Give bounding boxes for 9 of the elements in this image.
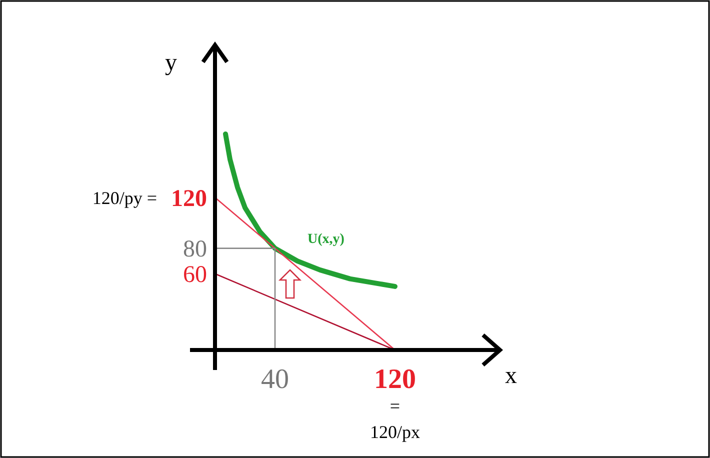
text: 120/py = <box>92 188 157 208</box>
series-label: U(x,y) <box>308 232 345 248</box>
y-tick-label: 120 <box>171 186 207 212</box>
text: = 120/px <box>370 396 420 442</box>
x-tick-label: 40 <box>261 364 289 395</box>
x-axis-title: x <box>505 363 517 389</box>
y-tick-label: 60 <box>183 262 207 288</box>
y-axis-title: y <box>165 50 177 76</box>
y-tick-label: 80 <box>183 236 207 263</box>
